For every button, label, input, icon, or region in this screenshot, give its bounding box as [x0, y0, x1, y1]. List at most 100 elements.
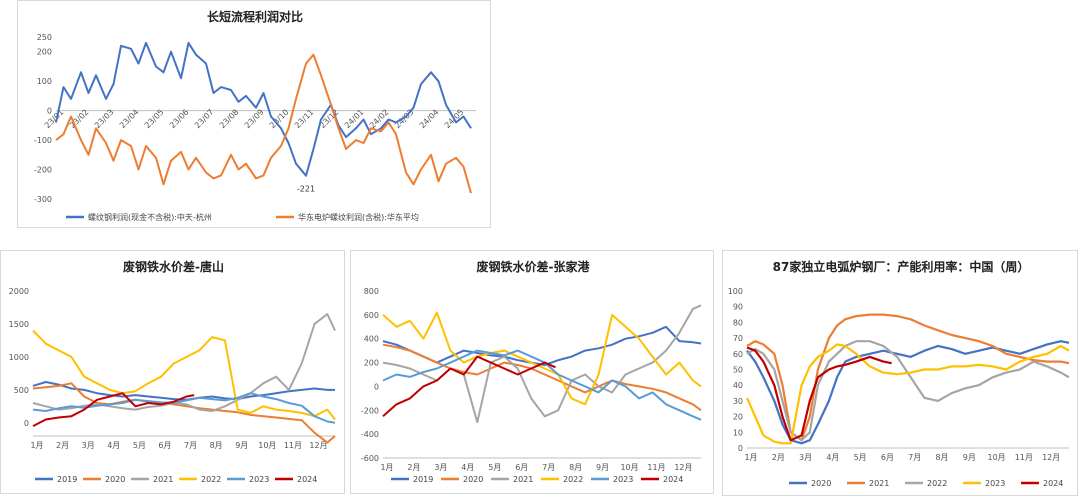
- series-line-2: [746, 313, 1070, 442]
- x-tick-label: 11月: [1015, 453, 1033, 462]
- legend-label: 2021: [869, 479, 889, 488]
- legend-label: 2024: [663, 475, 683, 484]
- x-tick-label: 3月: [82, 441, 95, 450]
- chart-c2: 废钢铁水价差-唐山 2000 1500 1000 500 0 1月 2月 3月 4月 5月 6月 7月 8…: [9, 259, 336, 484]
- y-tick-label: 70: [733, 334, 743, 343]
- legend-label: 2023: [613, 475, 633, 484]
- y-tick-label: 60: [733, 350, 743, 359]
- legend-label: 2022: [201, 475, 221, 484]
- y-tick-label: 100: [37, 77, 52, 86]
- chart-title: 废钢铁水价差-唐山: [123, 259, 224, 274]
- legend-label: 2023: [985, 479, 1005, 488]
- series-line-2: [382, 343, 702, 412]
- y-tick-label: -300: [34, 195, 52, 204]
- x-tick-label: 1月: [30, 441, 43, 450]
- x-tick-label: 11月: [647, 463, 665, 472]
- x-tick-label: 10月: [258, 441, 276, 450]
- series-line-3: [32, 313, 336, 412]
- legend-label: 2021: [153, 475, 173, 484]
- y-tick-label: 0: [738, 444, 743, 453]
- legend-label: 2024: [1043, 479, 1063, 488]
- x-tick-label: 1月: [744, 453, 757, 462]
- x-tick-label: 3月: [799, 453, 812, 462]
- y-tick-label: 90: [733, 303, 743, 312]
- x-tick-label: 11月: [284, 441, 302, 450]
- y-tick-label: 0: [47, 107, 52, 116]
- x-tick-label: 5月: [854, 453, 867, 462]
- y-tick-label: 250: [37, 33, 52, 42]
- legend-label: 2019: [413, 475, 433, 484]
- series-line-1: [55, 41, 472, 177]
- series-line-3: [746, 340, 1070, 442]
- x-tick-label: 4月: [826, 453, 839, 462]
- chart-c4: 87家独立电弧炉钢厂：产能利用率：中国（周）100908070605040302…: [728, 259, 1070, 488]
- x-tick-label: 6月: [515, 463, 528, 472]
- y-tick-label: 800: [364, 287, 379, 296]
- y-tick-label: -400: [361, 430, 379, 439]
- x-tick-label: 9月: [963, 453, 976, 462]
- y-tick-label: 1000: [9, 353, 29, 362]
- x-tick-label: 6月: [158, 441, 171, 450]
- legend-label: 2020: [463, 475, 483, 484]
- y-tick-label: 20: [733, 413, 743, 422]
- series-line-4: [745, 343, 1070, 445]
- y-tick-label: 10: [733, 428, 743, 437]
- y-tick-label: -200: [361, 406, 379, 415]
- x-tick-label: 2月: [56, 441, 69, 450]
- series-line-5: [32, 392, 336, 424]
- x-tick-label: 12月: [1042, 453, 1060, 462]
- y-tick-label: 200: [364, 359, 379, 368]
- y-tick-label: 1500: [9, 320, 29, 329]
- y-tick-label: 200: [37, 48, 52, 57]
- series-line-5: [746, 346, 892, 442]
- x-tick-label: 3月: [434, 463, 447, 472]
- x-tick-label: 2月: [772, 453, 785, 462]
- x-tick-label: 1月: [380, 463, 393, 472]
- series-line-6: [382, 355, 556, 418]
- legend-label: 2022: [563, 475, 583, 484]
- y-tick-label: 80: [733, 318, 743, 327]
- chart-title: 87家独立电弧炉钢厂：产能利用率：中国（周）: [773, 259, 1030, 274]
- x-tick-label: 12月: [674, 463, 692, 472]
- legend-label: 2024: [297, 475, 317, 484]
- x-tick-label: 7月: [184, 441, 197, 450]
- x-tick-label: 8月: [569, 463, 582, 472]
- series-line-2: [32, 382, 336, 444]
- legend-label: 2020: [105, 475, 125, 484]
- legend-label: 2021: [513, 475, 533, 484]
- chart-title: 废钢铁水价差-张家港: [477, 259, 591, 274]
- x-tick-label: 7月: [542, 463, 555, 472]
- x-tick-label: 8月: [210, 441, 223, 450]
- y-tick-label: -100: [34, 136, 52, 145]
- y-tick-label: 0: [374, 382, 379, 391]
- y-tick-label: -600: [361, 454, 379, 463]
- x-tick-label: 7月: [908, 453, 921, 462]
- x-tick-label: 5月: [488, 463, 501, 472]
- series-line-4: [32, 329, 336, 421]
- series-line-4: [382, 311, 702, 406]
- y-tick-label: 0: [24, 419, 29, 428]
- legend-label: 2022: [927, 479, 947, 488]
- chart-panel-zhangjiagang: 废钢铁水价差-张家港 800 600 400 200 0 -200 -400 -600 1月 2月 3…: [350, 250, 714, 494]
- chart-title: 长短流程利润对比: [207, 9, 303, 24]
- x-tick-label: 10月: [620, 463, 638, 472]
- y-tick-label: 400: [364, 335, 379, 344]
- chart-panel-eaf-utilization: 87家独立电弧炉钢厂：产能利用率：中国（周） 100 90 80 70 60 50 40 30 2…: [722, 250, 1078, 496]
- legend-label: 2023: [249, 475, 269, 484]
- chart-panel-profit-comparison: 长短流程利润对比 250 200 100 0 -100 -200 -300 23/01 23/02…: [17, 0, 491, 228]
- y-tick-label: 40: [733, 381, 743, 390]
- x-tick-label: 8月: [935, 453, 948, 462]
- x-tick-label: 9月: [235, 441, 248, 450]
- min-annotation: -221: [297, 185, 315, 194]
- x-tick-label: 10月: [987, 453, 1005, 462]
- x-tick-label: 4月: [107, 441, 120, 450]
- series-line-6: [32, 392, 195, 427]
- legend-label: 2020: [811, 479, 831, 488]
- y-tick-label: 30: [733, 397, 743, 406]
- x-tick-label: 12月: [309, 441, 327, 450]
- y-tick-label: 2000: [9, 287, 29, 296]
- x-tick-label: 4月: [461, 463, 474, 472]
- y-tick-label: 100: [728, 287, 743, 296]
